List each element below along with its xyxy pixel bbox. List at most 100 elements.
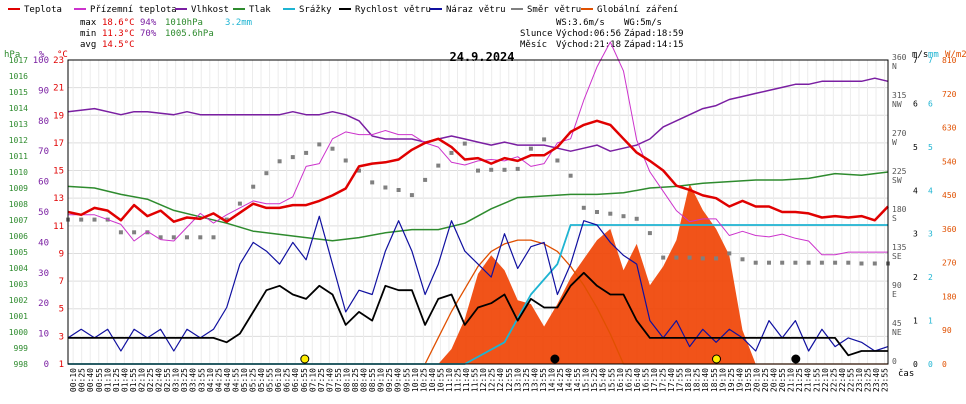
stat-max-temp: 18.6°C	[102, 18, 135, 28]
tick-time: 17:40	[667, 368, 676, 392]
tick-dir-letter: E	[892, 290, 897, 299]
stat-min-press: 1005.6hPa	[165, 29, 214, 39]
tick-dir-letter: N	[892, 62, 897, 71]
tick-time: 18:40	[701, 368, 710, 392]
tick-dir: 90	[892, 281, 902, 290]
legend-label: Přízemní teplota	[90, 5, 177, 15]
series-wind-dir-point	[277, 159, 282, 164]
tick-time: 17:10	[650, 368, 659, 392]
series-wind-dir-point	[753, 260, 758, 265]
tick-time: 23:55	[881, 368, 890, 392]
info-wg: WG:5m/s	[624, 18, 662, 28]
series-wind-dir-point	[528, 146, 533, 151]
tick-time: 15:55	[607, 368, 616, 392]
tick-wm2: 90	[942, 326, 952, 335]
tick-time: 18:25	[693, 368, 702, 392]
stat-min-label: min	[80, 29, 96, 39]
tick-wm2: 720	[942, 90, 957, 99]
tick-time: 20:40	[770, 368, 779, 392]
tick-ms: 7	[913, 56, 918, 65]
tick-press: 999	[14, 344, 29, 353]
series-wind-dir-point	[436, 163, 441, 168]
info-moon-set: Západ:14:15	[624, 40, 684, 50]
tick-dir: 270	[892, 129, 907, 138]
tick-time: 00:55	[95, 368, 104, 392]
tick-dir-letter: SE	[892, 252, 902, 261]
series-wind-dir-point	[370, 180, 375, 185]
tick-time: 19:55	[744, 368, 753, 392]
tick-press: 1007	[9, 216, 28, 225]
tick-time: 22:10	[821, 368, 830, 392]
tick-time: 05:40	[257, 368, 266, 392]
tick-pct: 60	[38, 178, 49, 188]
series-wind-dir-point	[198, 235, 203, 240]
tick-time: 01:25	[112, 368, 121, 392]
series-wind-dir-point	[264, 171, 269, 176]
stat-max-rain: 3.2mm	[225, 18, 252, 28]
tick-time: 16:40	[633, 368, 642, 392]
tick-press: 1017	[9, 56, 28, 65]
series-wind-dir-point	[383, 185, 388, 190]
tick-time: 14:40	[565, 368, 574, 392]
series-wind-dir-point	[92, 217, 97, 222]
series-wind-dir-point	[555, 158, 560, 163]
tick-mm: 3	[928, 230, 933, 239]
tick-time: 07:25	[317, 368, 326, 392]
tick-dir-letter: NE	[892, 328, 902, 337]
tick-press: 1011	[9, 152, 28, 161]
tick-time: 02:40	[155, 368, 164, 392]
tick-temp: 23	[53, 56, 64, 66]
tick-ms: 5	[913, 143, 918, 152]
tick-pct: 30	[38, 269, 49, 279]
tick-time: 12:40	[496, 368, 505, 392]
unit-degc: °C	[57, 50, 68, 60]
tick-time: 20:55	[778, 368, 787, 392]
tick-press: 1003	[9, 280, 28, 289]
tick-time: 06:10	[274, 368, 283, 392]
tick-time: 22:40	[838, 368, 847, 392]
series-wind-dir-point	[211, 235, 216, 240]
series-wind-dir-point	[132, 230, 137, 235]
tick-press: 1005	[9, 248, 28, 257]
x-axis-label: čas	[898, 368, 914, 379]
series-wind-dir-point	[727, 251, 732, 256]
series-wind-dir-point	[449, 150, 454, 155]
tick-ms: 1	[913, 317, 918, 326]
tick-ms: 0	[913, 360, 918, 369]
tick-time: 11:55	[471, 368, 480, 392]
series-wind-dir-point	[542, 137, 547, 142]
tick-time: 18:55	[710, 368, 719, 392]
series-wind-dir-point	[846, 260, 851, 265]
unit-ms: m/s	[912, 50, 928, 60]
series-wind-dir-point	[859, 261, 864, 266]
series-wind-dir-point	[290, 155, 295, 160]
stat-avg-temp: 14.5°C	[102, 40, 135, 50]
stat-max-press: 1010hPa	[165, 18, 203, 28]
series-wind-dir-point	[251, 184, 256, 189]
info-moon-label: Měsíc	[520, 40, 547, 50]
tick-dir: 315	[892, 91, 907, 100]
tick-time: 21:55	[812, 368, 821, 392]
tick-temp: 17	[53, 139, 64, 149]
unit-wm2: W/m2	[945, 50, 966, 60]
tick-time: 06:25	[283, 368, 292, 392]
tick-time: 04:25	[214, 368, 223, 392]
series-wind-dir-point	[661, 255, 666, 260]
tick-time: 10:40	[428, 368, 437, 392]
tick-mm: 1	[928, 317, 933, 326]
tick-time: 13:55	[539, 368, 548, 392]
tick-time: 03:10	[172, 368, 181, 392]
chart-title: 24.9.2024	[449, 50, 514, 64]
tick-wm2: 810	[942, 56, 957, 65]
unit-mm: mm	[928, 50, 939, 60]
tick-time: 04:55	[231, 368, 240, 392]
tick-wm2: 0	[942, 360, 947, 369]
series-wind-dir-point	[330, 146, 335, 151]
legend-label: Tlak	[249, 5, 271, 15]
series-wind-dir-point	[317, 142, 322, 147]
series-wind-dir-point	[647, 231, 652, 236]
tick-pct: 40	[38, 238, 49, 248]
series-wind-dir-point	[171, 235, 176, 240]
tick-time: 07:10	[308, 368, 317, 392]
tick-press: 998	[14, 360, 29, 369]
